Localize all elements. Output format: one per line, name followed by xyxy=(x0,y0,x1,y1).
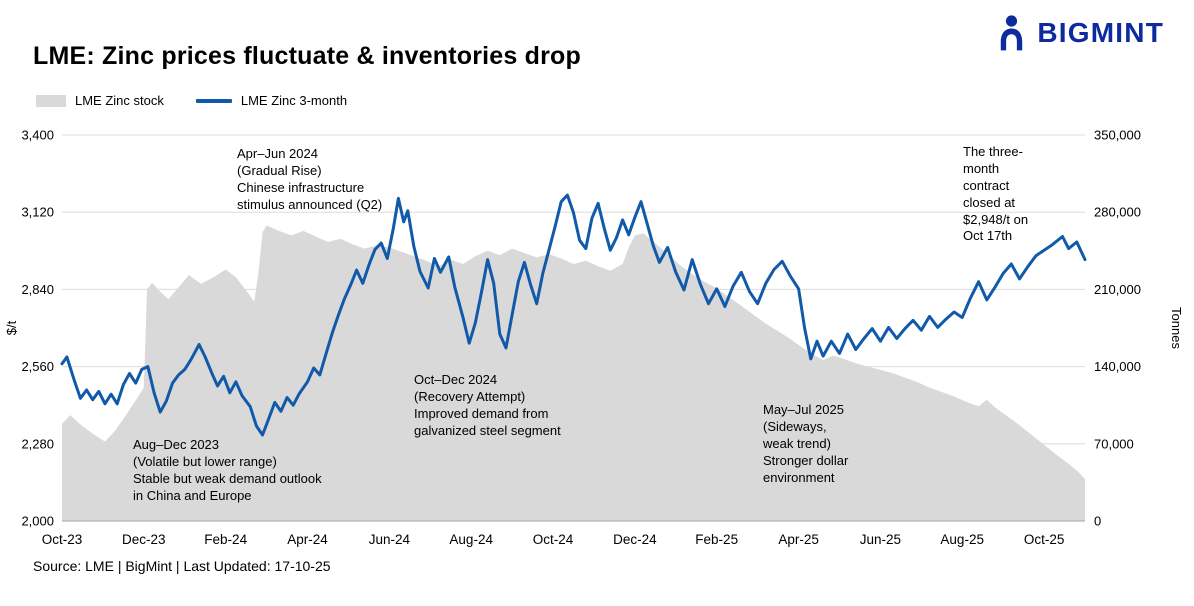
x-axis-tick: Aug-25 xyxy=(940,532,984,547)
legend-item-stock: LME Zinc stock xyxy=(36,93,164,108)
source-note: Source: LME | BigMint | Last Updated: 17… xyxy=(33,558,331,574)
zinc-stock-area xyxy=(62,225,1085,521)
x-axis-tick: Jun-24 xyxy=(369,532,411,547)
x-axis-tick: Oct-23 xyxy=(42,532,83,547)
page-title: LME: Zinc prices fluctuate & inventories… xyxy=(33,42,581,70)
legend-price-label: LME Zinc 3-month xyxy=(240,93,348,108)
left-axis-tick: 3,400 xyxy=(21,128,54,143)
x-axis-tick: Apr-25 xyxy=(778,532,819,547)
legend-item-price: LME Zinc 3-month xyxy=(195,93,348,108)
annotation-oct-17-close: The three- month contract closed at $2,9… xyxy=(963,144,1029,244)
right-axis-tick: 0 xyxy=(1094,514,1101,529)
bigmint-logo-icon xyxy=(1001,15,1023,51)
x-axis-tick: Oct-24 xyxy=(533,532,574,547)
zinc-price-line xyxy=(60,193,1087,437)
right-axis-title: Tonnes xyxy=(1169,307,1184,349)
bigmint-logo: BIGMINT xyxy=(995,13,1164,53)
x-axis-tick: Aug-24 xyxy=(449,532,493,547)
left-axis-tick: 2,280 xyxy=(21,436,54,451)
left-axis-title: $/t xyxy=(4,320,19,335)
left-axis-tick: 2,560 xyxy=(21,359,54,374)
line-swatch xyxy=(195,98,232,103)
chart: 2,000 2,280 2,560 2,840 3,120 3,400 0 70,000 140… xyxy=(0,118,1194,558)
bigmint-logo-text: BIGMINT xyxy=(1037,17,1164,48)
area-swatch xyxy=(36,94,66,107)
right-axis-tick: 210,000 xyxy=(1094,282,1141,297)
annotation-apr-jun-2024: Apr–Jun 2024 (Gradual Rise) Chinese infr… xyxy=(237,146,383,212)
x-axis-tick: Dec-24 xyxy=(613,532,657,547)
x-axis-tick: Dec-23 xyxy=(122,532,166,547)
left-axis-tick: 3,120 xyxy=(21,205,54,220)
chart-legend: LME Zinc stock LME Zinc 3-month xyxy=(36,93,347,108)
x-axis-tick: Oct-25 xyxy=(1024,532,1065,547)
right-axis-tick: 350,000 xyxy=(1094,128,1141,143)
x-axis-tick: Apr-24 xyxy=(287,532,328,547)
chart-canvas: 2,000 2,280 2,560 2,840 3,120 3,400 0 70,000 140… xyxy=(4,128,1184,548)
right-axis-tick: 70,000 xyxy=(1094,436,1134,451)
left-axis-tick: 2,840 xyxy=(21,282,54,297)
left-axis-tick: 2,000 xyxy=(21,514,54,529)
right-axis-tick: 280,000 xyxy=(1094,205,1141,220)
annotation-oct-dec-2024: Oct–Dec 2024 (Recovery Attempt) Improved… xyxy=(414,372,561,438)
x-axis-tick: Feb-24 xyxy=(204,532,247,547)
right-axis-tick: 140,000 xyxy=(1094,359,1141,374)
annotation-may-jul-2025: May–Jul 2025 (Sideways, weak trend) Stro… xyxy=(763,402,849,485)
x-axis-tick: Jun-25 xyxy=(860,532,901,547)
annotation-aug-dec-2023: Aug–Dec 2023 (Volatile but lower range) … xyxy=(133,437,322,503)
x-axis-tick: Feb-25 xyxy=(695,532,738,547)
legend-stock-label: LME Zinc stock xyxy=(75,93,164,108)
